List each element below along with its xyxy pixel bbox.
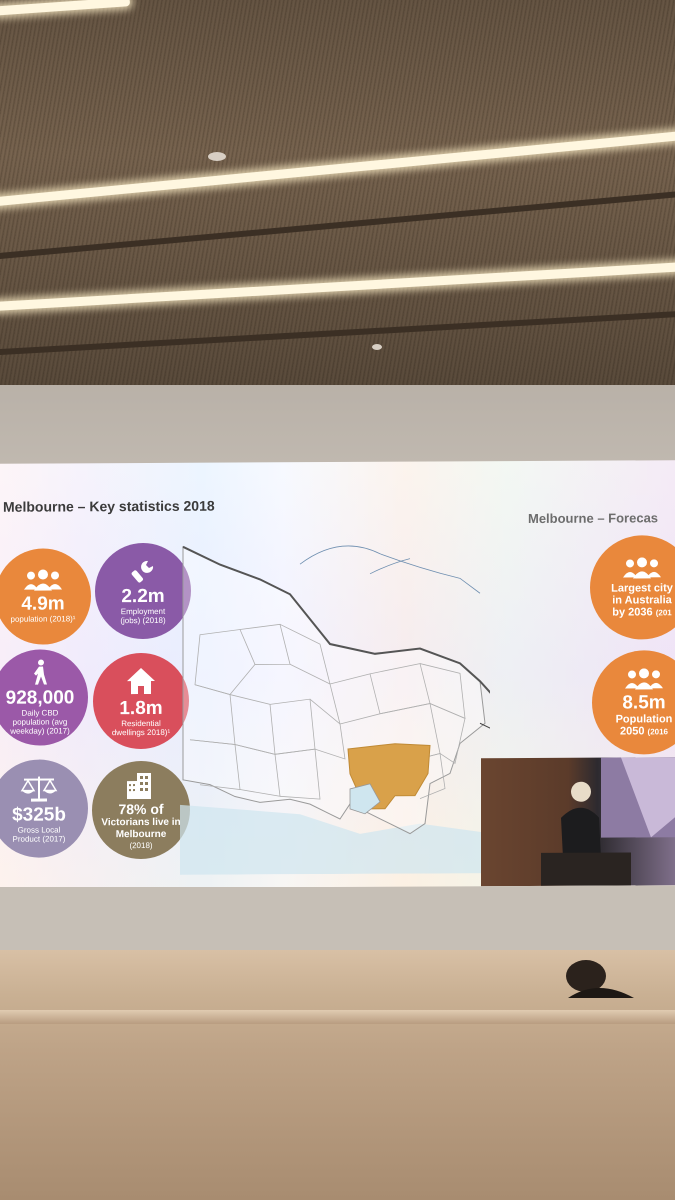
victoria-outline xyxy=(182,546,486,835)
slide-title: Melbourne – Key statistics 2018 xyxy=(3,497,215,515)
stat-sub: (2018) xyxy=(129,840,153,850)
ceiling-spotlight xyxy=(372,344,382,350)
port-phillip-bay xyxy=(349,783,381,815)
stat-population: 4.9m population (2018)¹ xyxy=(0,548,91,645)
stat-value-line: 78% of xyxy=(118,800,164,817)
speaker-video-frame xyxy=(541,757,675,886)
foreground-bench xyxy=(0,950,675,1200)
stat-label-line: Product (2017) xyxy=(12,833,66,844)
stat-label: population (2018)¹ xyxy=(10,614,76,624)
people-icon xyxy=(24,569,62,591)
bench-edge xyxy=(0,1010,675,1024)
stat-value-line: Victorians live in xyxy=(101,816,181,828)
building-icon xyxy=(127,772,151,799)
stat-label-line: (jobs) (2018) xyxy=(120,615,166,625)
lga-boundaries xyxy=(189,623,466,800)
stat-value: $325b xyxy=(12,803,66,826)
wall-below-screen xyxy=(0,887,675,960)
victoria-map xyxy=(180,545,490,875)
forecast-title: Melbourne – Forecas xyxy=(528,510,659,527)
speaker-video-inset xyxy=(481,757,675,887)
scales-icon xyxy=(20,776,58,802)
walking-icon xyxy=(34,659,47,685)
stat-value-line: Melbourne xyxy=(115,828,167,840)
stat-victorians-in-melbourne: 78% of Victorians live in Melbourne (201… xyxy=(92,760,190,860)
stat-label-line: population (avg xyxy=(12,717,68,727)
speaker-head xyxy=(571,781,591,802)
stat-value: 928,000 xyxy=(5,687,75,709)
stat-label-line: Residential xyxy=(121,718,161,728)
people-icon xyxy=(625,667,663,689)
forecast-line-text: 2050 xyxy=(619,724,645,738)
ceiling-spotlight xyxy=(208,152,226,161)
forecast-line: in Australia xyxy=(612,593,672,607)
stat-label-line: Employment xyxy=(120,606,166,616)
stat-dwellings: 1.8m Residential dwellings 2018)¹ xyxy=(93,652,189,750)
video-stage-light xyxy=(621,757,675,838)
forecast-largest-city: Largest city in Australia by 2036 (201 xyxy=(590,535,675,640)
audience-head xyxy=(566,960,634,998)
stat-label-line: Gross Local xyxy=(17,824,61,835)
stat-label-line: dwellings 2018)¹ xyxy=(111,727,171,737)
forecast-sub: (201 xyxy=(655,607,672,617)
house-icon xyxy=(127,667,155,694)
wrench-icon xyxy=(131,560,154,583)
forecast-sub: (2016 xyxy=(647,726,668,736)
map-leader-line xyxy=(479,722,490,746)
stat-value: 2.2m xyxy=(121,585,165,607)
forecast-population-2050: 8.5m Population 2050 (2016 xyxy=(592,650,675,755)
speaker-body xyxy=(561,807,601,858)
forecast-line-text: by 2036 xyxy=(612,605,653,619)
stat-label-line: Daily CBD xyxy=(21,708,59,718)
forecast-value: 8.5m xyxy=(622,691,666,714)
forecast-line: Population xyxy=(615,712,673,726)
forecast-line: by 2036 (201 xyxy=(612,606,671,618)
state-border-line xyxy=(182,545,490,704)
river-line xyxy=(299,545,481,594)
stat-value: 4.9m xyxy=(21,593,65,615)
forecast-line: Largest city xyxy=(611,581,673,595)
river-line xyxy=(369,558,411,575)
stat-gross-local-product: $325b Gross Local Product (2017) xyxy=(0,759,88,858)
stat-cbd-population: 928,000 Daily CBD population (avg weekda… xyxy=(0,649,88,746)
people-icon xyxy=(623,556,661,578)
stat-value: 1.8m xyxy=(119,697,163,719)
lectern xyxy=(541,852,631,886)
stat-employment: 2.2m Employment (jobs) (2018) xyxy=(95,542,191,640)
projection-screen: Melbourne – Key statistics 2018 Melbourn… xyxy=(0,460,675,889)
forecast-line: 2050 (2016 xyxy=(620,725,668,737)
stat-label-line: weekday) (2017) xyxy=(10,726,70,736)
ceiling xyxy=(0,0,675,385)
map-sea xyxy=(180,804,490,875)
